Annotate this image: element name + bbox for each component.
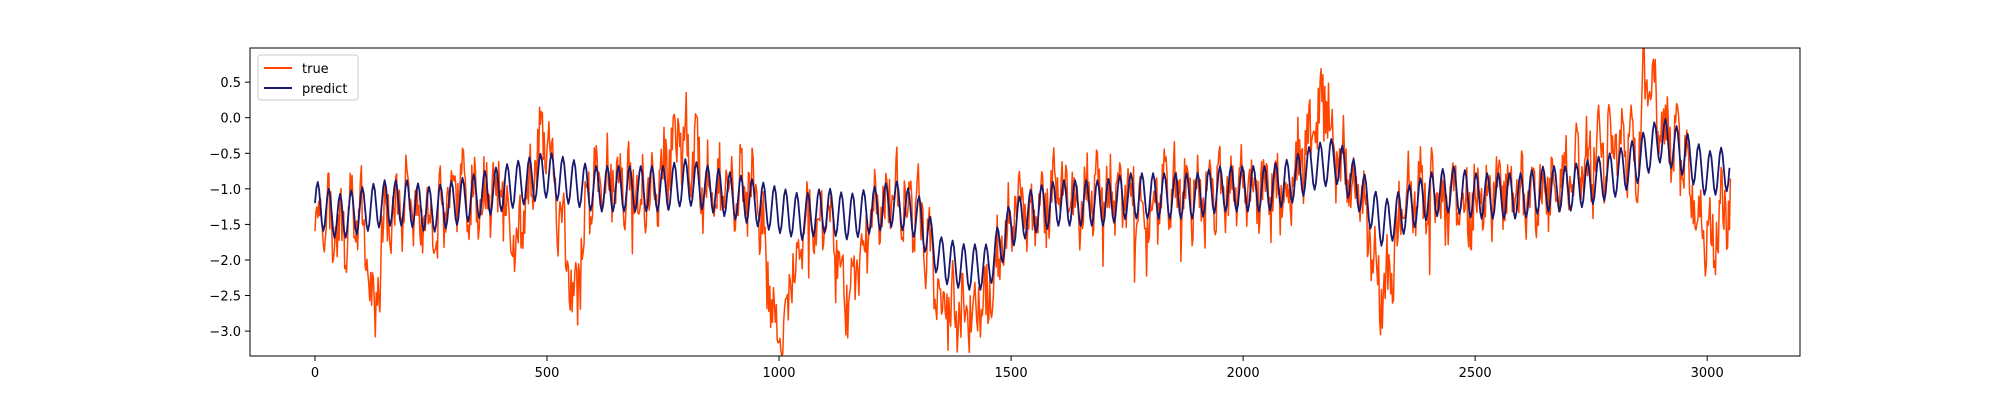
x-tick-label: 0 [311, 366, 319, 381]
legend: true predict [257, 54, 359, 101]
y-tick-label: 0.0 [220, 112, 241, 127]
x-tick-label: 1000 [762, 366, 795, 381]
x-tick-label: 500 [535, 366, 560, 381]
y-tick-label: −1.5 [209, 218, 241, 233]
y-tick-label: 0.5 [220, 76, 241, 91]
x-tick-label: 3000 [1691, 366, 1724, 381]
legend-label-true: true [302, 62, 329, 77]
y-tick-label: −0.5 [209, 147, 241, 162]
legend-label-predict: predict [302, 82, 347, 97]
x-tick-label: 1500 [995, 366, 1028, 381]
series-layer [314, 48, 1732, 356]
x-tick-label: 2500 [1459, 366, 1492, 381]
axes-layer: 0 500 1000 1500 2000 2500 3000 −3.0 −2.5 −2.0 −1.5… [209, 76, 1723, 381]
plot-frame [249, 47, 1801, 357]
y-tick-label: −1.0 [209, 183, 241, 198]
series-line-predict [314, 118, 1731, 291]
y-tick-label: −2.5 [209, 290, 241, 305]
x-tick-label: 2000 [1227, 366, 1260, 381]
y-tick-label: −2.0 [209, 254, 241, 269]
y-tick-label: −3.0 [209, 325, 241, 340]
